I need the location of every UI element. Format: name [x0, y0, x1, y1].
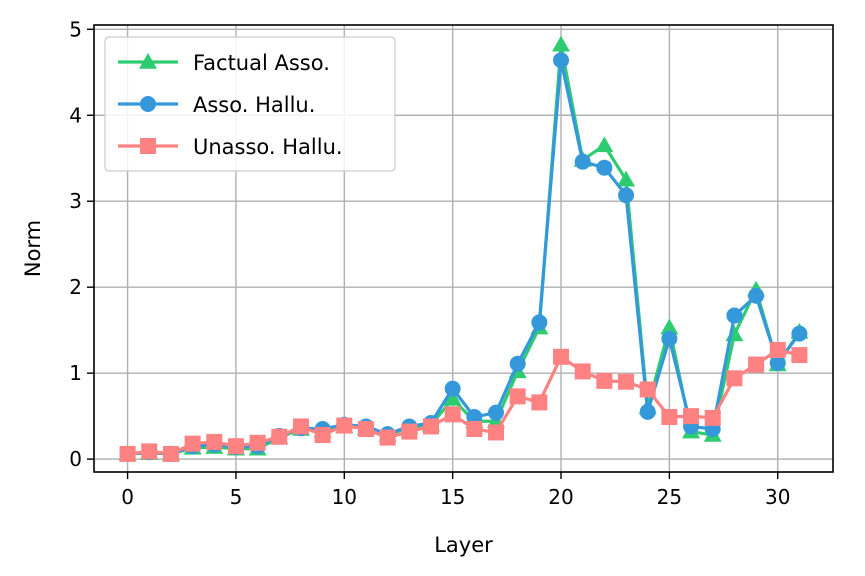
- y-tick-label: 1: [69, 361, 82, 385]
- x-tick-label: 25: [657, 485, 682, 509]
- data-point: [553, 52, 570, 69]
- data-point: [596, 372, 613, 389]
- data-point: [660, 318, 679, 335]
- data-point: [553, 348, 570, 365]
- data-point: [683, 408, 700, 425]
- data-point: [206, 433, 223, 450]
- data-point: [596, 159, 613, 176]
- legend-label: Unasso. Hallu.: [193, 135, 343, 159]
- data-point: [618, 373, 635, 390]
- legend-entry: Unasso. Hallu.: [118, 135, 343, 159]
- legend-marker: [139, 53, 157, 69]
- y-tick-label: 3: [69, 189, 82, 213]
- x-tick-label: 30: [765, 485, 790, 509]
- data-point: [574, 363, 591, 380]
- x-tick-label: 10: [332, 485, 357, 509]
- data-point: [661, 330, 678, 347]
- data-point: [531, 394, 548, 411]
- data-point: [726, 307, 743, 324]
- data-point: [314, 427, 331, 444]
- x-tick-label: 15: [440, 485, 465, 509]
- y-tick-label: 0: [69, 447, 82, 471]
- data-point: [595, 136, 614, 153]
- data-point: [791, 347, 808, 364]
- legend-label: Factual Asso.: [193, 51, 330, 75]
- x-axis-label: Layer: [434, 533, 493, 557]
- data-point: [422, 418, 439, 435]
- data-point: [639, 381, 656, 398]
- data-point: [769, 341, 786, 358]
- data-point: [162, 445, 179, 462]
- legend-entry: Asso. Hallu.: [118, 93, 315, 117]
- data-point: [466, 408, 483, 425]
- data-point: [552, 35, 571, 52]
- data-point: [791, 325, 808, 342]
- data-point: [725, 325, 744, 342]
- data-point: [379, 429, 396, 446]
- data-point: [509, 355, 526, 372]
- data-point: [119, 445, 136, 462]
- data-point: [574, 153, 591, 170]
- x-tick-label: 20: [548, 485, 573, 509]
- y-axis-label: Norm: [21, 220, 45, 277]
- data-point: [531, 314, 548, 331]
- data-point: [748, 287, 765, 304]
- data-point: [618, 187, 635, 204]
- data-point: [401, 423, 418, 440]
- legend-marker: [140, 96, 156, 112]
- data-point: [227, 438, 244, 455]
- data-point: [444, 406, 461, 423]
- data-point: [271, 428, 288, 445]
- y-tick-label: 2: [69, 275, 82, 299]
- data-point: [617, 170, 636, 187]
- series-3: [119, 341, 808, 462]
- legend-box: [104, 36, 396, 172]
- data-point: [704, 409, 721, 426]
- data-point: [661, 408, 678, 425]
- data-point: [639, 403, 656, 420]
- legend-marker: [140, 138, 156, 154]
- data-point: [292, 418, 309, 435]
- x-tick-label: 0: [121, 485, 134, 509]
- data-point: [336, 417, 353, 434]
- data-point: [488, 404, 505, 421]
- data-point: [249, 434, 266, 451]
- axis-ticks: 0 5 10 15 20 25 30 0 1 2 3 4 5: [69, 17, 790, 509]
- data-point: [748, 356, 765, 373]
- y-tick-label: 5: [69, 17, 82, 41]
- y-tick-label: 4: [69, 103, 82, 127]
- data-point: [443, 389, 462, 406]
- data-point: [488, 424, 505, 441]
- legend-label: Asso. Hallu.: [193, 93, 315, 117]
- data-point: [726, 370, 743, 387]
- legend-entry: Factual Asso.: [118, 51, 330, 75]
- plot-frame: [93, 24, 834, 473]
- series-layer: [118, 35, 809, 462]
- data-point: [141, 443, 158, 460]
- data-point: [444, 380, 461, 397]
- data-point: [509, 388, 526, 405]
- legend: Factual Asso. Asso. Hallu. Unasso. Hallu.: [104, 36, 396, 172]
- data-point: [769, 354, 786, 371]
- x-tick-label: 5: [230, 485, 243, 509]
- data-point: [357, 421, 374, 438]
- data-point: [466, 421, 483, 438]
- data-point: [184, 435, 201, 452]
